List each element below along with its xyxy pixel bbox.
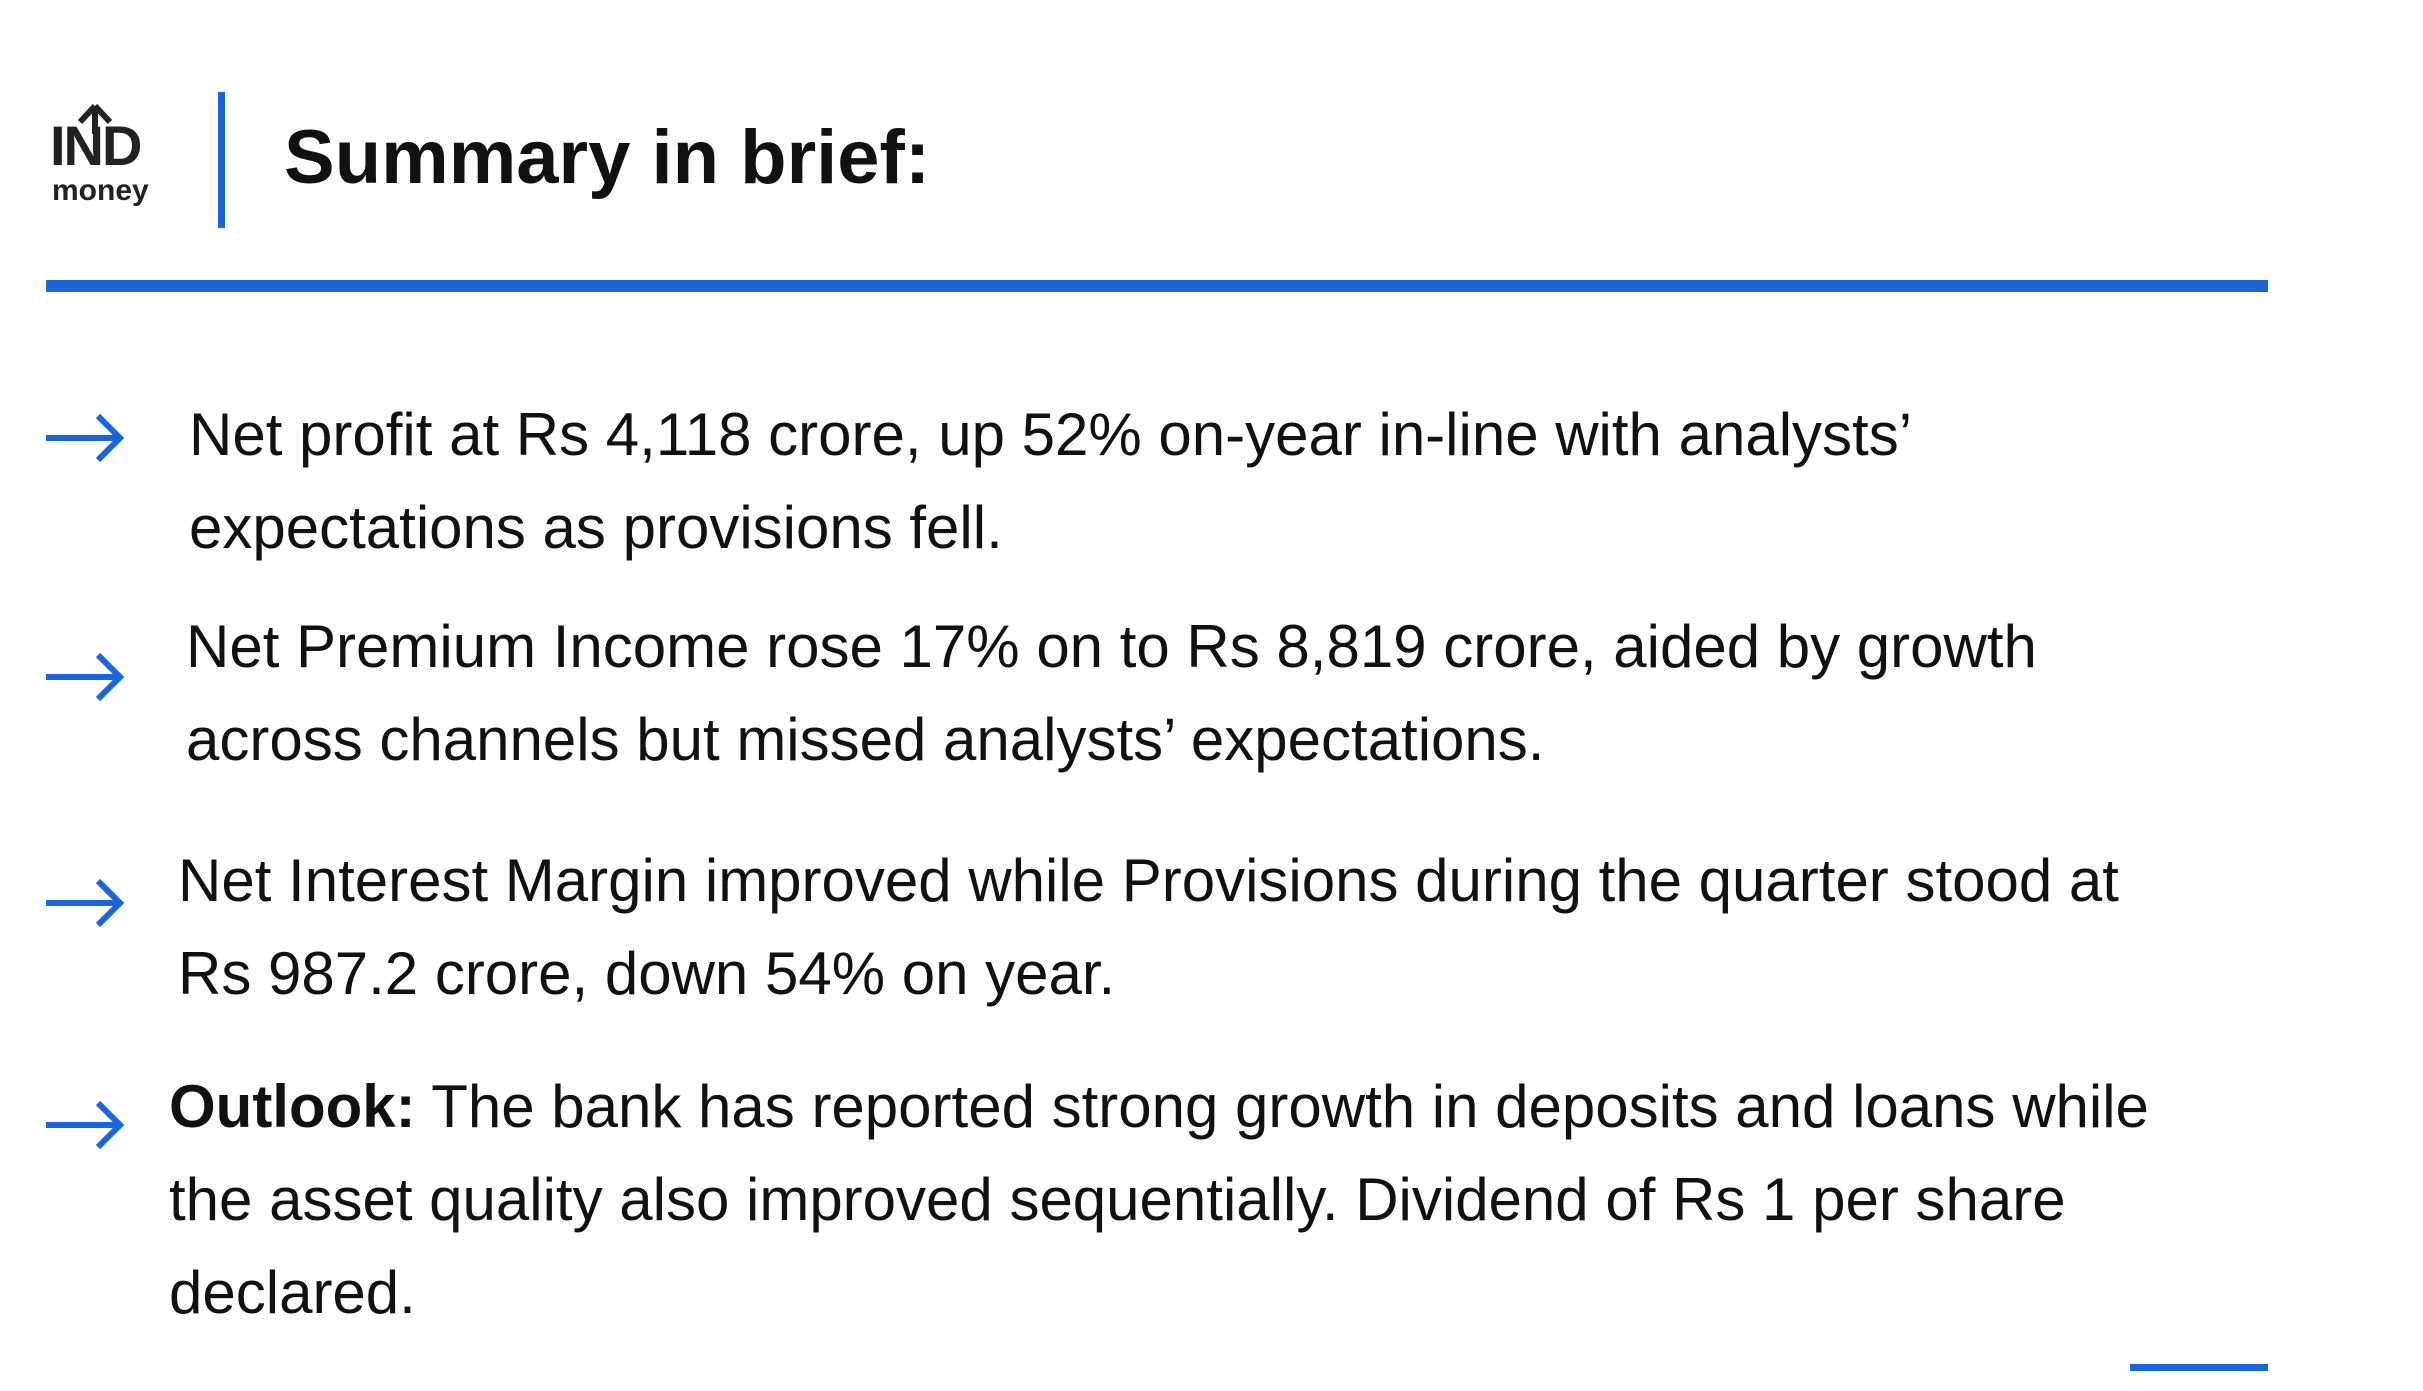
logo-subtext: money (52, 174, 149, 207)
bullet-line: Net Interest Margin improved while Provi… (178, 847, 2119, 914)
header-rule (46, 280, 2268, 292)
bullet-text: The bank has reported strong growth in d… (415, 1073, 2149, 1140)
title: Summary in brief: (284, 115, 931, 200)
bullet-line: Rs 987.2 crore, down 54% on year. (178, 940, 1116, 1007)
logo-text: IND (50, 114, 142, 177)
bullet: Net Interest Margin improved while Provi… (178, 834, 2119, 1020)
bullet-line: Net Premium Income rose 17% on to Rs 8,8… (186, 613, 2037, 680)
bullet-line: Net profit at Rs 4,118 crore, up 52% on-… (189, 401, 1913, 468)
bullet-line: expectations as provisions fell. (189, 494, 1003, 561)
bullet: Net profit at Rs 4,118 crore, up 52% on-… (189, 388, 1912, 574)
logo-arrow (77, 104, 113, 134)
bullet-label: Outlook: (169, 1073, 416, 1140)
arrow (46, 652, 125, 702)
bullet: Net Premium Income rose 17% on to Rs 8,8… (186, 600, 2037, 786)
bullet: Outlook: The bank has reported strong gr… (169, 1060, 2149, 1339)
arrow (46, 413, 125, 463)
divider (218, 92, 225, 228)
footer-rule (2130, 1364, 2268, 1371)
arrow (46, 1100, 125, 1150)
bullet-line: the asset quality also improved sequenti… (169, 1166, 2066, 1233)
bullet-line: across channels but missed analysts’ exp… (186, 706, 1545, 773)
bullet-line: Outlook: The bank has reported strong gr… (169, 1060, 2149, 1153)
arrow (46, 878, 125, 928)
bullet-line: declared. (169, 1259, 416, 1326)
